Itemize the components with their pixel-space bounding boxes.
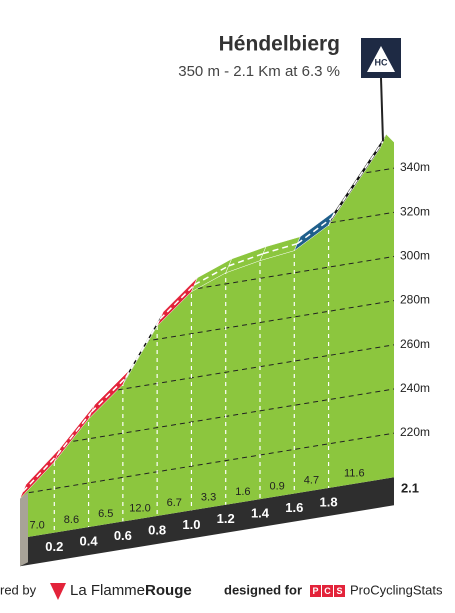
y-tick-label: 320m (400, 204, 430, 218)
center-dash (91, 377, 127, 413)
center-dash (159, 284, 195, 320)
y-tick-label: 280m (400, 293, 430, 307)
center-dash (296, 217, 333, 245)
pcs-letter: C (324, 586, 331, 596)
brand-light: La Flamme (70, 582, 145, 599)
y-tick-label: 240m (400, 381, 430, 395)
plot: 220m 240m 260m 280m 300m 320m 340m 0.2 0.4 0.6 0.8… (19, 77, 430, 567)
x-tick-label: 0.4 (80, 534, 99, 549)
pcs-box (310, 585, 321, 597)
side-face (20, 492, 28, 567)
x-tick-label: 1.8 (320, 494, 338, 509)
y-tick-label: 340m (400, 160, 430, 174)
powered-by: red by (0, 582, 37, 597)
designed-for: designed for (224, 582, 302, 597)
badge-mountain (367, 46, 395, 72)
summit-pointer (380, 77, 384, 142)
x-tick-label: 1.0 (182, 517, 200, 532)
gradient-label: 6.5 (98, 508, 113, 520)
brand-name: La FlammeRouge (70, 582, 192, 599)
pcs-letter: S (336, 586, 342, 596)
center-dash (22, 454, 58, 493)
center-dash (56, 411, 93, 456)
gradient-label: 0.9 (269, 480, 284, 492)
category-badge: HC (361, 38, 401, 78)
x-tick-label: 0.6 (114, 528, 132, 543)
x-tick-label: 1.2 (217, 511, 235, 526)
gradient-label: 7.0 (29, 519, 44, 531)
grid-line (20, 432, 394, 495)
gradient-label: 8.6 (64, 514, 79, 526)
x-tick-label: 2.1 (401, 481, 419, 496)
badge-label: HC (375, 57, 388, 67)
pcs-letter: P (312, 586, 318, 596)
gradient-label: 1.6 (235, 486, 250, 498)
y-tick-label: 260m (400, 337, 430, 351)
brand-bold: Rouge (145, 582, 192, 599)
center-dash (194, 265, 230, 286)
x-tick-label: 0.2 (45, 539, 63, 554)
pcs-box (334, 585, 345, 597)
center-dash (330, 140, 384, 219)
center-dash (228, 252, 264, 267)
gradient-label: 4.7 (304, 475, 319, 487)
gradient-label: 6.7 (167, 497, 182, 509)
profile-area (20, 134, 394, 539)
x-tick-label: 1.6 (285, 500, 303, 515)
x-tick-label: 1.4 (251, 506, 270, 521)
center-dash (262, 242, 298, 255)
gradient-label: 3.3 (201, 491, 216, 503)
base-band (20, 477, 394, 567)
chart-title: Héndelbierg (219, 33, 340, 56)
chart-subtitle: 350 m - 2.1 Km at 6.3 % (178, 63, 340, 80)
gradient-label: 12.0 (129, 503, 150, 515)
brand-logo (50, 583, 66, 600)
y-tick-label: 300m (400, 249, 430, 263)
y-tick-label: 220m (400, 425, 430, 439)
x-tick-label: 0.8 (148, 522, 166, 537)
gradient-label: 11.6 (344, 468, 365, 480)
center-dash (125, 318, 161, 378)
pcs-box (322, 585, 333, 597)
pcs-name: ProCyclingStats (350, 582, 443, 597)
grid-line (20, 387, 394, 451)
